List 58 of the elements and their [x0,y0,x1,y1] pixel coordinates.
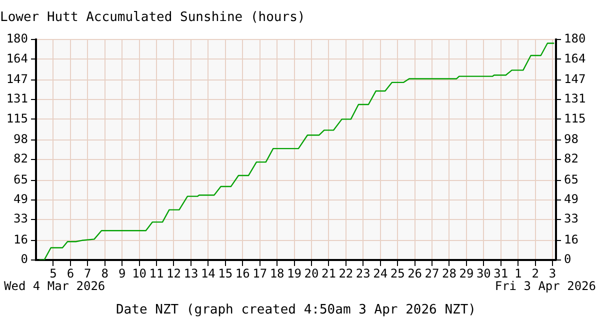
x-tick-label: 2 [532,266,539,280]
y2-tick-label: 82 [564,152,578,166]
y2-tick-label: 180 [564,32,586,46]
y-tick-label: 98 [14,132,28,146]
x-tick-label: 10 [132,266,147,280]
y2-tick-label: 115 [564,111,586,126]
x-tick-label: 18 [270,266,284,280]
x-tick-label: 15 [218,266,233,280]
x-tick-label: 9 [118,266,126,280]
x-tick-label: 3 [548,266,556,280]
y2-tick-label: 65 [564,172,578,187]
x-tick-label: 21 [321,266,336,280]
text: Fri 3 Apr 2026 [494,279,596,294]
x-tick-label: 11 [149,266,164,280]
x-tick-label: 27 [424,266,440,280]
x-tick-label: 30 [476,266,491,280]
x-tick-label: 17 [252,266,268,280]
x-tick-label: 26 [408,266,422,280]
y2-tick-label: 164 [564,51,586,66]
y2-tick-label: 98 [564,132,578,146]
y-tick-label: 131 [6,92,28,106]
y2-tick-label: 147 [564,72,586,86]
y2-tick-label: 0 [564,252,572,266]
y-tick-label: 49 [14,192,28,206]
y-tick-label: 147 [6,72,28,86]
text: Wed 4 Mar 2026 [4,279,106,294]
y-tick-label: 82 [14,152,28,166]
x-tick-label: 1 [514,266,522,280]
x-tick-label: 19 [287,266,302,280]
y-tick-label: 16 [14,232,28,247]
x-tick-label: 23 [356,266,370,280]
x-tick-label: 16 [235,266,250,280]
y-tick-label: 115 [6,111,28,126]
x-tick-label: 7 [84,266,92,280]
x-axis-title: Date NZT (graph created 4:50am 3 Apr 2026 NZT) [116,302,476,318]
x-tick-label: 24 [373,266,388,280]
x-tick-label: 12 [166,266,181,280]
y-tick-label: 65 [14,172,28,187]
y-tick-label: 0 [20,252,28,266]
y-tick-label: 164 [6,51,28,66]
y2-tick-label: 49 [564,192,578,206]
x-tick-label: 28 [442,266,456,280]
x-tick-label: 5 [50,266,57,280]
y2-tick-label: 16 [564,232,578,247]
x-tick-label: 31 [494,266,508,280]
x-tick-label: 29 [459,266,474,280]
x-tick-label: 6 [66,266,74,280]
y2-tick-label: 33 [564,212,578,226]
x-tick-label: 22 [338,266,354,280]
y-tick-label: 33 [14,212,28,226]
x-tick-label: 8 [101,266,108,280]
x-tick-label: 13 [184,266,198,280]
y2-tick-label: 131 [564,92,586,106]
y-tick-label: 180 [6,32,28,46]
x-tick-label: 25 [390,266,405,280]
x-tick-label: 20 [304,266,319,280]
x-tick-label: 14 [200,266,216,280]
chart-title: Lower Hutt Accumulated Sunshine (hours) [0,10,306,26]
